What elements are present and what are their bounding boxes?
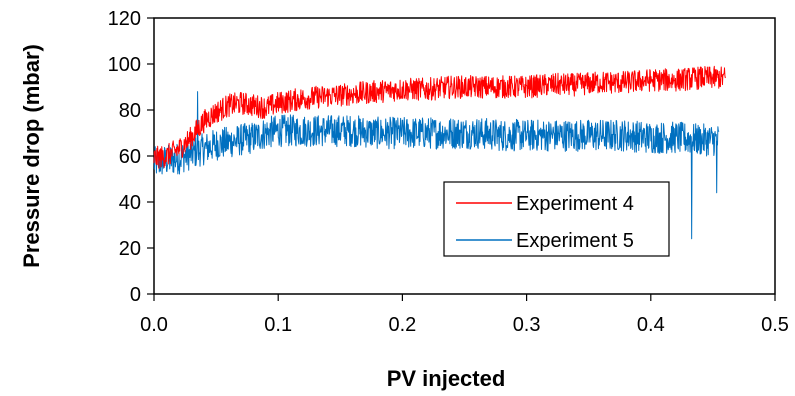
- y-axis-title: Pressure drop (mbar): [19, 44, 44, 268]
- y-tick-label: 80: [119, 100, 141, 122]
- y-tick-label: 0: [130, 284, 141, 306]
- y-tick-label: 20: [119, 238, 141, 260]
- y-tick-label: 40: [119, 192, 141, 214]
- series-line-experiment-5: [153, 91, 720, 240]
- x-tick-label: 0.4: [637, 314, 665, 336]
- x-tick-label: 0.1: [264, 314, 292, 336]
- x-axis-title: PV injected: [387, 366, 506, 391]
- legend-label-experiment-4: Experiment 4: [516, 193, 634, 215]
- series-layer: [153, 65, 726, 240]
- series-line-experiment-4: [153, 65, 726, 169]
- axis-layer: 0 20 40 60 80 100 120 0.0 0.1 0.2 0.3 0.4 0.5: [108, 8, 789, 336]
- y-tick-label: 60: [119, 146, 141, 168]
- x-tick-label: 0.0: [140, 314, 168, 336]
- legend-label-experiment-5: Experiment 5: [516, 230, 634, 252]
- y-tick-label: 120: [108, 8, 141, 30]
- x-tick-label: 0.5: [761, 314, 789, 336]
- y-tick-label: 100: [108, 54, 141, 76]
- x-tick-label: 0.2: [388, 314, 416, 336]
- x-tick-label: 0.3: [513, 314, 541, 336]
- legend: Experiment 4 Experiment 5: [443, 181, 670, 257]
- legend-box: [443, 181, 670, 257]
